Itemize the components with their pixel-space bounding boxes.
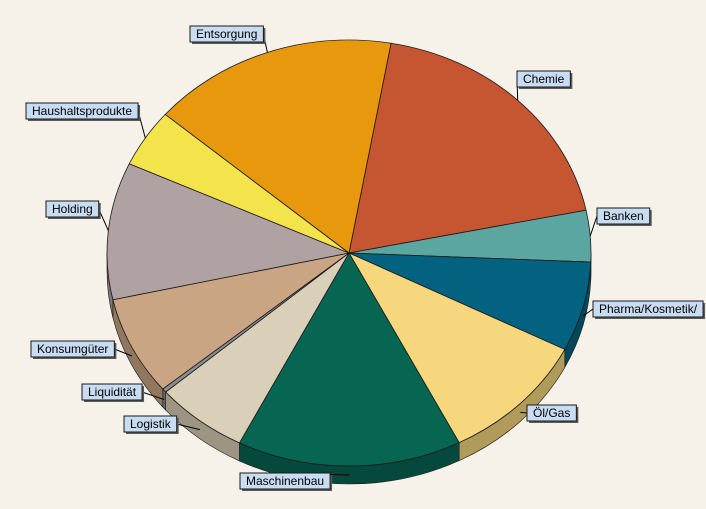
slice-leader-line (589, 215, 598, 237)
slice-label-box (123, 415, 178, 433)
slice-label-maschinenbau: Maschinenbau (239, 472, 350, 491)
slice-label-box (25, 102, 139, 120)
slice-leader-line (582, 308, 594, 317)
pie-label-layer: Chemie Banken Pharma/Kosmetik/Öl/Gas Maschi… (25, 25, 706, 491)
slice-label-text: Maschinenbau (246, 474, 324, 488)
slice-leader-line (520, 411, 528, 414)
slice-label-haushaltsprodukte: Haushaltsprodukte (25, 102, 146, 139)
slice-label-text: Öl/Gas (533, 406, 570, 420)
slice-label-box (596, 207, 651, 225)
slice-label-chemie: Chemie (516, 70, 573, 101)
slice-label-text: Liquidität (88, 385, 137, 399)
slice-label-text: Logistik (130, 417, 172, 431)
slice-label-text: Pharma/Kosmetik/ (599, 302, 698, 316)
slice-label-box (516, 70, 571, 88)
pie-slice-holding[interactable] (106, 163, 351, 301)
slice-label-logistik: Logistik (123, 415, 200, 434)
slice-label-holding: Holding (45, 200, 109, 231)
slice-label-text: Holding (52, 202, 93, 216)
slice-label-konsumgueter: Konsumgüter (30, 340, 133, 359)
pie-slice-maschinenbau[interactable] (238, 252, 460, 467)
slice-label-box (30, 340, 115, 358)
slice-label-text: Banken (603, 209, 644, 223)
slice-label-text: Chemie (523, 72, 565, 86)
slice-label-box (239, 472, 331, 490)
slice-label-box (526, 404, 577, 422)
slice-leader-line (114, 348, 133, 357)
slice-label-oel-gas: Öl/Gas (520, 404, 579, 423)
slice-leader-line (176, 423, 200, 431)
slice-label-text: Entsorgung (196, 27, 257, 41)
slice-label-box (592, 300, 704, 318)
pie-slice-oel-gas[interactable] (348, 252, 566, 444)
slice-label-banken: Banken (589, 207, 652, 237)
slice-label-pharma-kosmetik: Pharma/Kosmetik/ (582, 300, 706, 319)
slice-label-text: Haushaltsprodukte (32, 104, 132, 118)
slice-label-box (189, 25, 264, 43)
slice-label-entsorgung: Entsorgung (189, 25, 268, 53)
slice-leader-line (141, 391, 165, 401)
slice-label-text: Konsumgüter (37, 342, 108, 356)
pie-top-layer (106, 39, 592, 467)
slice-label-box (81, 383, 143, 401)
slice-label-liquiditaet: Liquidität (81, 383, 165, 402)
pie-slice-chemie[interactable] (348, 42, 587, 254)
slice-label-box (45, 200, 100, 218)
pie-slice-konsumgueter[interactable] (112, 252, 350, 390)
